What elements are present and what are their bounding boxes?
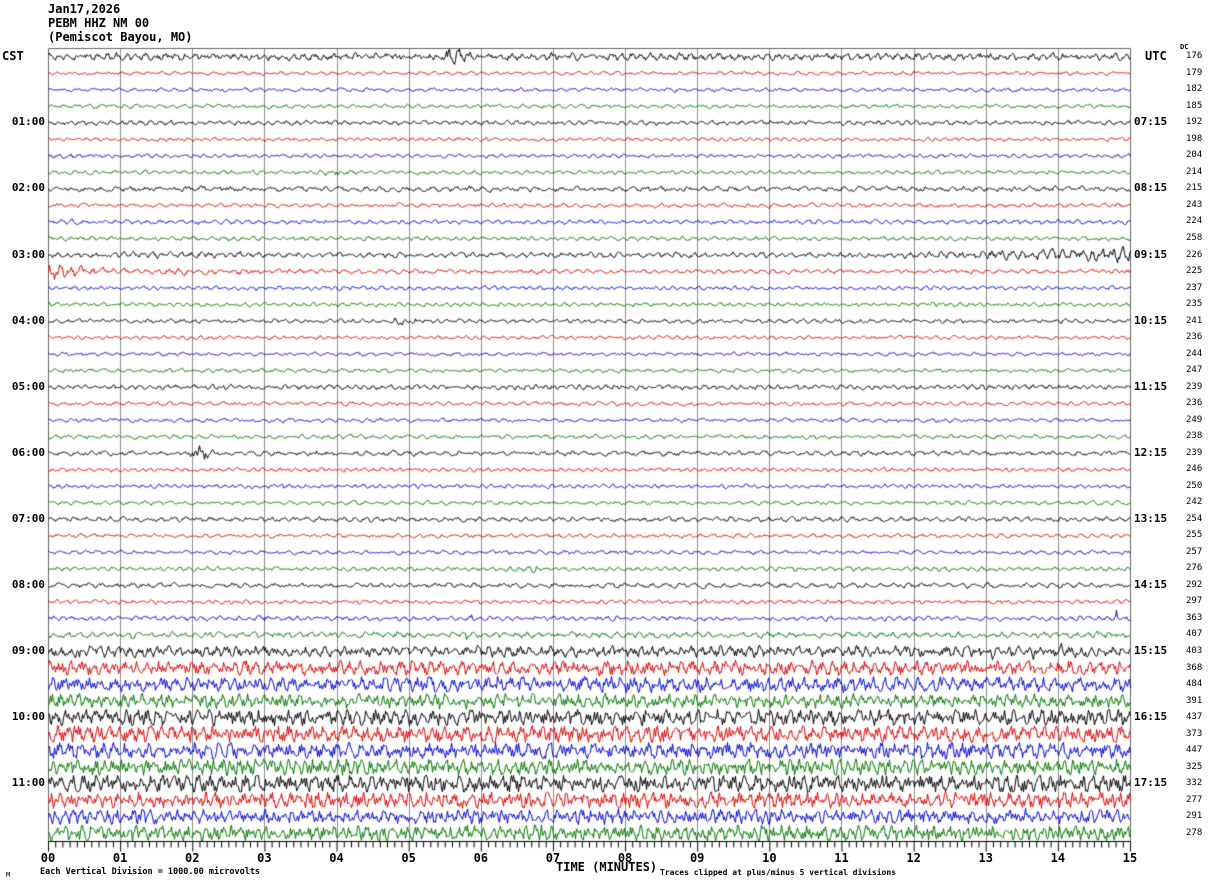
dc-value-row-12: 258 xyxy=(1186,232,1203,243)
dc-value-row-11: 224 xyxy=(1186,216,1203,227)
x-tick-label-07: 07 xyxy=(545,851,561,865)
right-hour-label-1515: 15:15 xyxy=(1134,644,1168,657)
x-tick-label-08: 08 xyxy=(617,851,633,865)
dc-value-row-14: 225 xyxy=(1186,266,1203,277)
dc-value-row-5: 192 xyxy=(1186,117,1203,128)
dc-value-row-39: 484 xyxy=(1186,679,1203,690)
dc-value-row-43: 447 xyxy=(1186,745,1203,756)
header-station-code: PEBM HHZ NM 00 xyxy=(48,16,150,30)
x-tick-label-03: 03 xyxy=(257,851,272,865)
left-hour-label-0200: 02:00 xyxy=(11,181,45,195)
x-tick-label-10: 10 xyxy=(762,851,777,865)
x-tick-label-14: 14 xyxy=(1050,851,1066,865)
right-hour-label-1015: 10:15 xyxy=(1134,313,1168,327)
dc-value-row-9: 215 xyxy=(1186,183,1203,194)
right-hour-label-1715: 17:15 xyxy=(1134,776,1168,790)
dc-value-row-47: 291 xyxy=(1186,811,1203,822)
dc-value-row-27: 250 xyxy=(1186,480,1203,491)
dc-value-row-21: 239 xyxy=(1186,381,1203,392)
left-hour-label-0500: 05:00 xyxy=(11,379,45,393)
right-hour-label-0915: 09:15 xyxy=(1134,247,1168,261)
dc-value-row-18: 236 xyxy=(1186,332,1203,343)
dc-value-row-23: 249 xyxy=(1186,414,1203,425)
left-hour-label-0800: 08:00 xyxy=(11,577,45,591)
right-hour-label-1315: 13:15 xyxy=(1134,511,1168,525)
left-hour-label-0600: 06:00 xyxy=(11,445,45,459)
left-hour-label-1100: 11:00 xyxy=(11,776,45,790)
dc-value-row-46: 277 xyxy=(1186,794,1203,805)
dc-value-row-13: 226 xyxy=(1186,249,1203,260)
dc-value-row-1: 176 xyxy=(1186,51,1203,62)
dc-value-row-38: 368 xyxy=(1186,662,1203,673)
dc-value-row-41: 437 xyxy=(1186,712,1203,723)
dc-value-row-34: 297 xyxy=(1186,596,1203,607)
dc-value-row-25: 239 xyxy=(1186,447,1203,458)
dc-value-row-29: 254 xyxy=(1186,513,1203,524)
x-tick-label-15: 15 xyxy=(1122,851,1138,865)
dc-value-row-7: 204 xyxy=(1186,150,1203,161)
x-tick-label-09: 09 xyxy=(689,851,705,865)
footer-clip-note: Traces clipped at plus/minus 5 vertical … xyxy=(660,868,897,877)
right-hour-label-0715: 07:15 xyxy=(1134,115,1168,129)
right-hour-label-1615: 16:15 xyxy=(1134,710,1168,724)
dc-value-row-4: 185 xyxy=(1186,100,1203,111)
right-hour-label-1215: 12:15 xyxy=(1134,445,1168,459)
dc-value-row-32: 276 xyxy=(1186,563,1203,574)
dc-value-row-26: 246 xyxy=(1186,464,1203,475)
x-tick-label-02: 02 xyxy=(185,851,200,865)
dc-value-row-24: 238 xyxy=(1186,431,1203,442)
x-tick-label-12: 12 xyxy=(906,851,921,865)
header-station-location: (Pemiscot Bayou, MO) xyxy=(48,30,193,44)
header-date: Jan17,2026 xyxy=(48,2,121,16)
right-hour-label-1415: 14:15 xyxy=(1134,577,1168,591)
x-tick-label-00: 00 xyxy=(40,851,56,865)
dc-value-row-45: 332 xyxy=(1186,778,1203,789)
dc-value-row-44: 325 xyxy=(1186,761,1203,772)
x-tick-label-06: 06 xyxy=(473,851,489,865)
left-timezone-label: CST xyxy=(2,49,24,63)
dc-value-row-17: 241 xyxy=(1186,315,1203,326)
x-axis-title: TIME (MINUTES) xyxy=(556,860,658,874)
dc-column-label: DC xyxy=(1180,43,1189,51)
left-hour-label-0700: 07:00 xyxy=(11,511,45,525)
x-tick-label-11: 11 xyxy=(834,851,849,865)
dc-value-row-15: 237 xyxy=(1186,282,1203,293)
x-tick-label-04: 04 xyxy=(329,851,344,865)
right-hour-label-0815: 08:15 xyxy=(1134,181,1168,195)
dc-value-row-10: 243 xyxy=(1186,199,1203,210)
dc-value-row-3: 182 xyxy=(1186,84,1203,95)
dc-value-row-30: 255 xyxy=(1186,530,1203,541)
dc-value-row-8: 214 xyxy=(1186,166,1203,177)
corner-mark: M xyxy=(6,871,11,879)
x-tick-label-05: 05 xyxy=(401,851,416,865)
dc-value-row-2: 179 xyxy=(1186,67,1203,78)
left-hour-label-0100: 01:00 xyxy=(11,115,45,129)
left-hour-label-0300: 03:00 xyxy=(11,247,45,261)
dc-value-row-22: 236 xyxy=(1186,398,1203,409)
dc-value-row-16: 235 xyxy=(1186,299,1203,310)
dc-value-row-19: 244 xyxy=(1186,348,1203,359)
left-hour-label-0400: 04:00 xyxy=(11,313,45,327)
dc-value-row-20: 247 xyxy=(1186,365,1203,376)
dc-value-row-42: 373 xyxy=(1186,728,1203,739)
dc-value-row-31: 257 xyxy=(1186,546,1203,557)
left-hour-label-1000: 10:00 xyxy=(11,710,45,724)
dc-value-row-36: 407 xyxy=(1186,629,1203,640)
dc-value-row-40: 391 xyxy=(1186,695,1203,706)
dc-value-row-28: 242 xyxy=(1186,497,1203,508)
dc-value-row-33: 292 xyxy=(1186,579,1203,590)
dc-value-row-37: 403 xyxy=(1186,646,1203,656)
left-hour-label-0900: 09:00 xyxy=(11,644,45,657)
right-timezone-label: UTC xyxy=(1145,49,1167,63)
right-hour-label-1115: 11:15 xyxy=(1134,379,1168,393)
dc-value-row-6: 198 xyxy=(1186,133,1203,144)
dc-value-row-35: 363 xyxy=(1186,612,1203,623)
dc-value-row-48: 278 xyxy=(1186,827,1203,838)
x-tick-label-01: 01 xyxy=(112,851,128,865)
footer-scale-note: Each Vertical Division = 1000.00 microvo… xyxy=(40,867,261,877)
x-tick-label-13: 13 xyxy=(978,851,993,865)
